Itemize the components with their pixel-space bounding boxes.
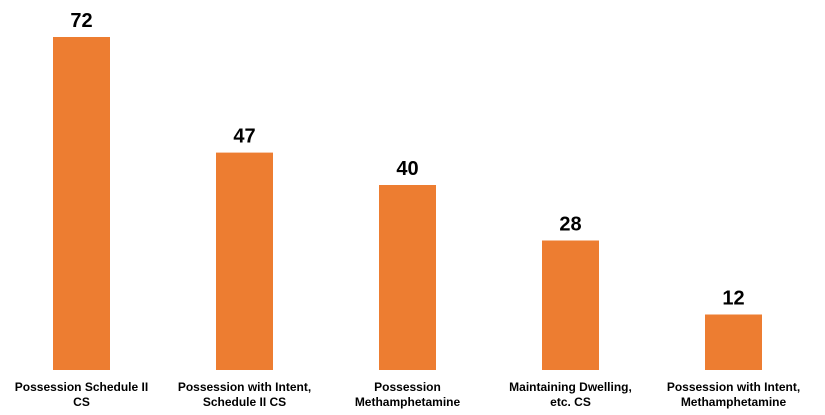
bar xyxy=(53,37,110,370)
category-label-line: Possession with Intent, xyxy=(178,380,311,394)
category-label-line: CS xyxy=(73,395,90,409)
value-labels-group: 72 47 40 28 12 xyxy=(70,10,744,310)
category-label-line: Methamphetamine xyxy=(681,395,787,409)
bar-value-label: 12 xyxy=(722,288,744,310)
bar-value-label: 72 xyxy=(70,10,92,32)
category-tick-label: Possession with Intent, Methamphetamine xyxy=(667,380,800,409)
bar xyxy=(705,314,762,370)
bar-value-label: 47 xyxy=(233,126,255,148)
category-labels-group: Possession Schedule II CS Possession with … xyxy=(15,380,800,409)
bar-value-label: 28 xyxy=(559,214,581,236)
category-label-line: Possession Schedule II xyxy=(15,380,148,394)
bar xyxy=(379,185,436,370)
bar xyxy=(216,152,273,370)
category-tick-label: Maintaining Dwelling, etc. CS xyxy=(509,380,632,409)
category-tick-label: Possession Methamphetamine xyxy=(355,380,461,409)
category-label-line: Schedule II CS xyxy=(203,395,286,409)
bar-value-label: 40 xyxy=(396,158,418,180)
category-label-line: Maintaining Dwelling, xyxy=(509,380,632,394)
category-label-line: Methamphetamine xyxy=(355,395,461,409)
category-tick-label: Possession Schedule II CS xyxy=(15,380,148,409)
bars-group xyxy=(53,37,762,370)
category-label-line: Possession with Intent, xyxy=(667,380,800,394)
category-label-line: Possession xyxy=(374,380,441,394)
bar xyxy=(542,240,599,370)
category-tick-label: Possession with Intent, Schedule II CS xyxy=(178,380,311,409)
category-label-line: etc. CS xyxy=(550,395,591,409)
